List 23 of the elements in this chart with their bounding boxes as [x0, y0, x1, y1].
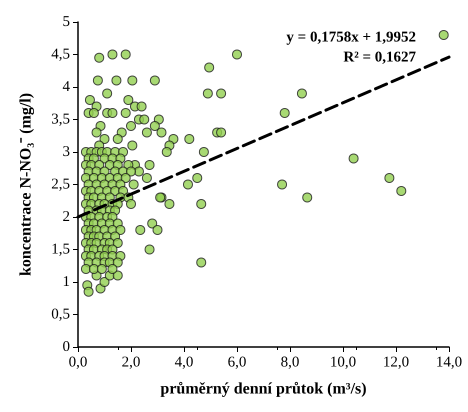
- x-tick-label: 2,0: [122, 354, 140, 370]
- y-tick-label: 2: [62, 209, 70, 225]
- x-tick-label: 4,0: [174, 354, 194, 370]
- annotation: y = 0,1758x + 1,9952: [286, 30, 416, 46]
- y-tick-label: 4: [62, 79, 70, 95]
- y-tick-label: 5: [62, 14, 70, 30]
- x-tick-label: 12,0: [382, 354, 410, 370]
- y-tick-label: 3: [62, 144, 70, 160]
- y-tick-label: 0,5: [51, 306, 70, 322]
- y-tick-label: 3,5: [51, 112, 70, 128]
- y-tick-label: 0: [62, 339, 70, 355]
- x-tick-label: 10,0: [330, 354, 356, 370]
- y-tick-label: 1,5: [51, 242, 70, 258]
- x-tick-label: 0,0: [68, 354, 88, 370]
- y-tick-label: 4,5: [51, 46, 70, 62]
- annotation: R² = 0,1627: [343, 50, 416, 66]
- y-tick-label: 1: [62, 274, 70, 290]
- x-tick-label: 14,0: [436, 354, 462, 370]
- y-axis-title: koncentrace N-NO₃⁻ (mg/l): [18, 92, 34, 276]
- x-tick-label: 6,0: [228, 354, 246, 370]
- x-tick-label: 8,0: [280, 354, 300, 370]
- y-tick-label: 2,5: [51, 176, 70, 192]
- x-axis-title: průměrný denní průtok (m³/s): [160, 380, 367, 398]
